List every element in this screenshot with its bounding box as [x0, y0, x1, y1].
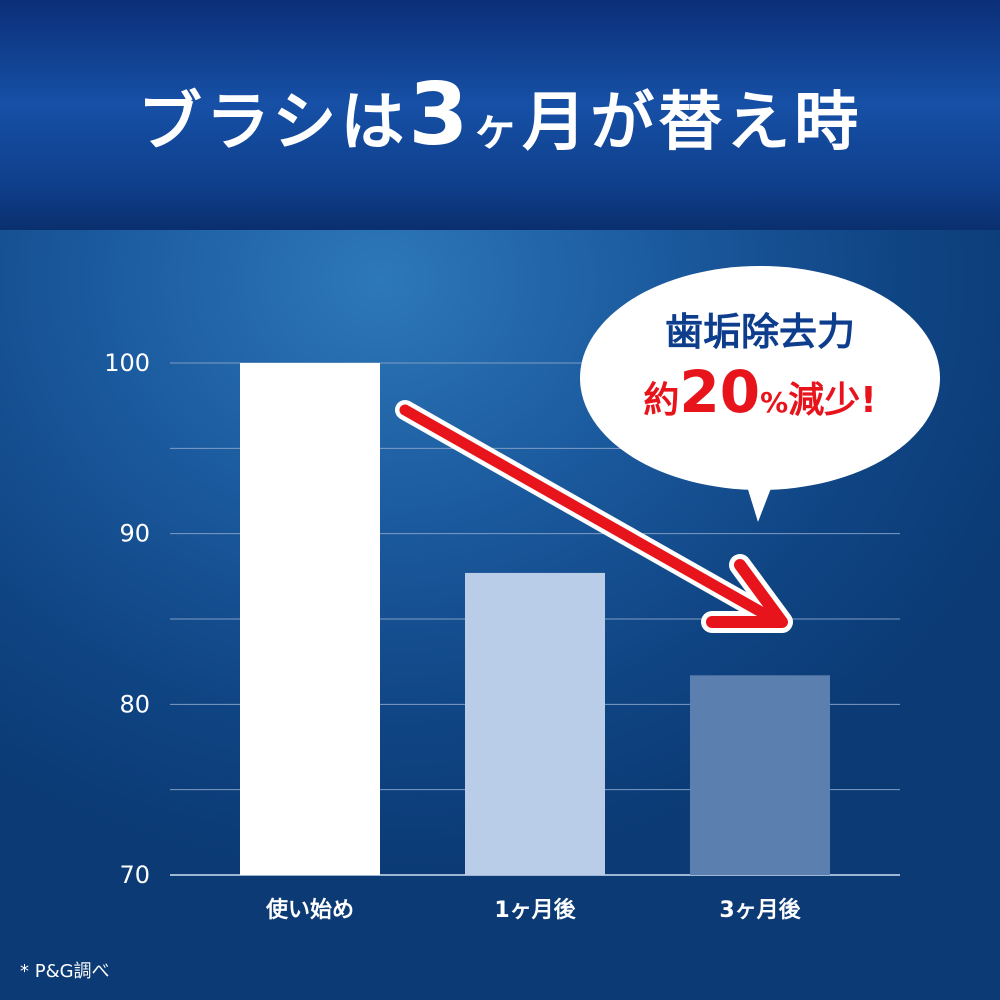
header-banner: ブラシは3ヶ月が替え時 — [0, 0, 1000, 230]
x-tick-label: 1ヶ月後 — [494, 897, 576, 923]
bar-2 — [465, 572, 605, 875]
x-tick-label: 使い始め — [265, 897, 354, 923]
bar-3 — [690, 675, 830, 875]
page-title: ブラシは3ヶ月が替え時 — [138, 65, 863, 165]
y-tick-label: 100 — [104, 349, 150, 377]
x-tick-label: 3ヶ月後 — [719, 897, 801, 923]
title-number: 3 — [408, 65, 473, 165]
y-tick-label: 70 — [119, 861, 150, 889]
title-part: 月が替え時 — [522, 86, 863, 160]
title-part: ヶ — [472, 101, 523, 155]
y-tick-label: 90 — [119, 520, 150, 548]
callout-line2: 約20%減少! — [643, 358, 876, 426]
y-tick-label: 80 — [119, 690, 150, 718]
title-part: ブラシは — [137, 86, 409, 160]
callout-line1: 歯垢除去力 — [665, 310, 855, 354]
trend-arrow — [395, 400, 793, 633]
speech-bubble: 歯垢除去力 約20%減少! — [580, 266, 940, 522]
footnote: * P&G調べ — [20, 961, 110, 982]
bar-1 — [240, 363, 380, 875]
